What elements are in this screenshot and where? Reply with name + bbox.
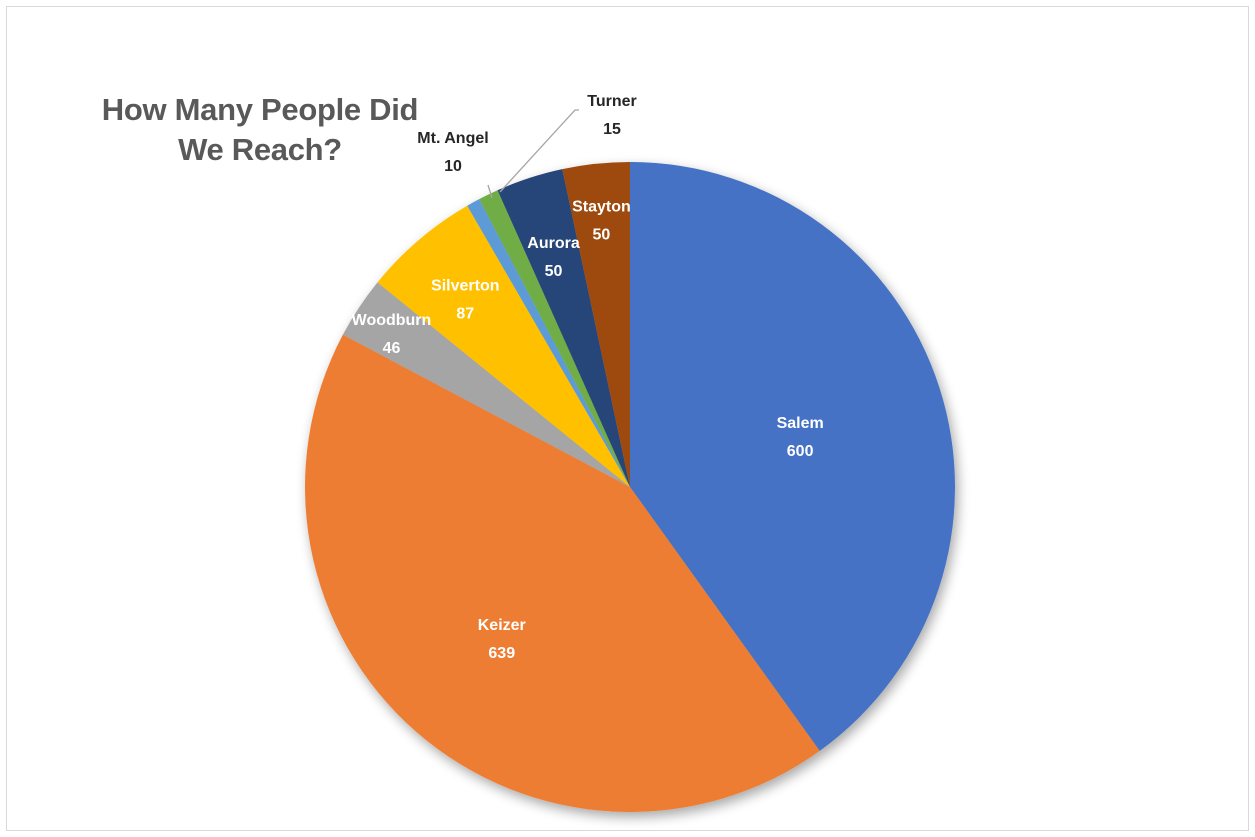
leader-line-mt-angel — [487, 184, 493, 199]
pie-slice-keizer — [304, 334, 820, 813]
slice-label-value: 10 — [444, 158, 462, 175]
slice-label-name: Salem — [777, 415, 824, 432]
pie-slice-salem — [630, 162, 956, 751]
pie-slices — [304, 162, 956, 813]
pie-slice-woodburn — [342, 282, 630, 487]
chart-title: How Many People Did We Reach? — [40, 90, 480, 170]
slice-label-name: Keizer — [478, 617, 526, 634]
slice-label-name: Stayton — [572, 199, 631, 216]
slice-label-stayton: Stayton 50 — [572, 199, 631, 244]
slice-label-salem: Salem 600 — [777, 415, 824, 460]
slice-label-value: 50 — [545, 263, 563, 280]
slice-label-value: 87 — [456, 305, 474, 322]
leader-line-turner — [499, 109, 579, 193]
chart-title-line-2: We Reach? — [178, 132, 342, 167]
pie-slice-silverton — [377, 205, 630, 487]
leader-lines — [487, 109, 579, 199]
slice-label-value: 50 — [593, 227, 611, 244]
slice-label-name: Woodburn — [352, 312, 432, 329]
slice-label-value: 15 — [603, 121, 621, 138]
slice-label-value: 600 — [787, 443, 814, 460]
slice-label-name: Turner — [587, 93, 636, 110]
slice-label-aurora: Aurora 50 — [527, 235, 580, 280]
pie-slice-turner — [479, 190, 630, 487]
slice-label-mt-angel: Mt. Angel 10 — [417, 130, 488, 175]
slice-label-value: 639 — [488, 645, 515, 662]
slice-label-woodburn: Woodburn 46 — [352, 312, 432, 357]
slice-label-turner: Turner 15 — [587, 93, 636, 138]
slice-label-name: Mt. Angel — [417, 130, 488, 147]
slice-label-keizer: Keizer 639 — [478, 617, 526, 662]
pie-slice-aurora — [497, 169, 630, 487]
slice-label-name: Aurora — [527, 235, 580, 252]
slice-label-name: Silverton — [431, 277, 499, 294]
slice-label-silverton: Silverton 87 — [431, 277, 499, 322]
slice-label-value: 46 — [383, 340, 401, 357]
chart-title-line-1: How Many People Did — [101, 92, 419, 127]
pie-slice-mt-angel — [467, 199, 630, 487]
pie-slice-stayton — [562, 162, 630, 487]
slice-labels: Salem 600 Keizer 639 Woodburn 46 Silverton 87 Mt… — [352, 93, 824, 662]
